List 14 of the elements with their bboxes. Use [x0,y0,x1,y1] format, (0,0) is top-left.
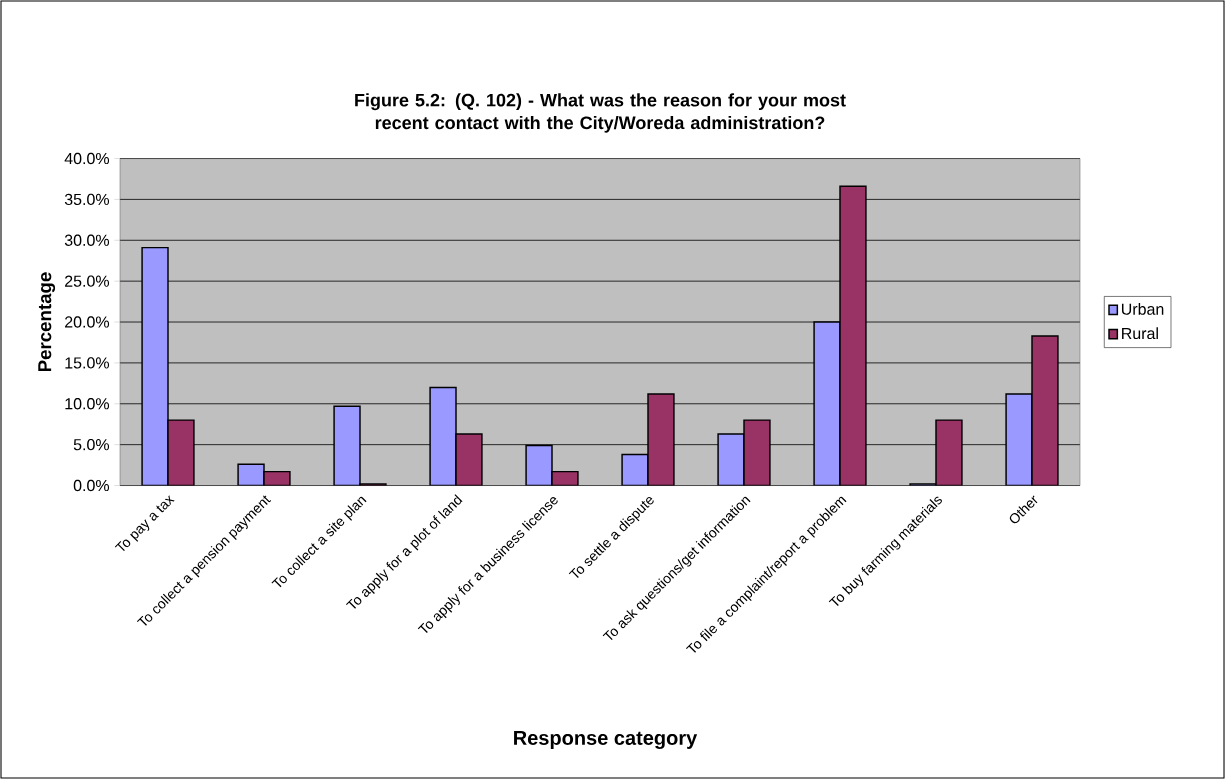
y-axis-title: Percentage [38,272,56,372]
y-tick-label: 10.0% [65,398,110,410]
y-tick-label: 20.0% [65,316,110,328]
x-axis-title: Response category [514,731,698,750]
y-tick-label: 40.0% [64,152,110,165]
y-tick-label: 15.0% [65,357,110,369]
legend-label: Urban [1121,303,1164,315]
legend-label: Rural [1122,327,1158,340]
y-tick-label: 0.0% [73,479,110,492]
chart-title: Figure 5.2: (Q. 102) - What was the reason for your most recent contact with the City/Woreda administration? [355,93,846,133]
y-tick-label: 5.0% [73,438,110,451]
y-tick-label: 25.0% [65,275,110,287]
y-tick-label: 35.0% [64,193,110,206]
y-tick-label: 30.0% [64,234,110,246]
